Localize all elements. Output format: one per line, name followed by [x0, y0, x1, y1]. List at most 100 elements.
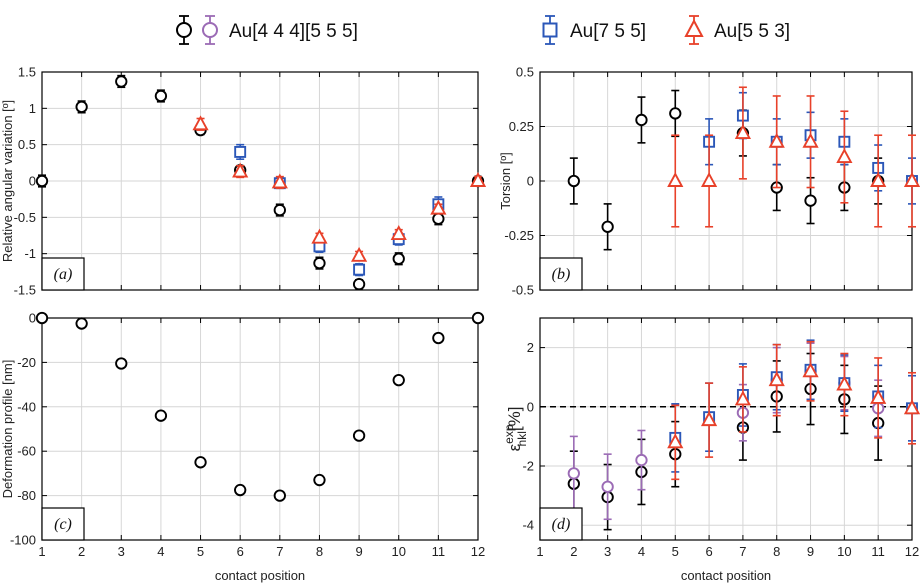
series-red-triangle	[667, 340, 920, 481]
data-point	[273, 489, 286, 502]
panel-a: 1.5 1 0.5 0 -0.5 -1 -1.5 (a) Relative angular va…	[0, 65, 486, 298]
panels: 1.5 1 0.5 0 -0.5 -1 -1.5 (a) Relative angular va…	[0, 65, 920, 584]
data-point	[75, 317, 88, 330]
data-point	[115, 75, 128, 88]
data-point	[311, 228, 328, 244]
legend-entry: Au[4 4 4][5 5 5]	[176, 15, 358, 45]
data-point	[232, 162, 249, 178]
data-point	[669, 107, 682, 120]
series-red-triangle	[667, 86, 920, 228]
y-axis-label: Relative angular variation [º]	[0, 100, 15, 262]
x-tick-label: 1	[38, 544, 45, 559]
y-tick-label: 2	[527, 340, 534, 355]
y-tick-label: -80	[17, 488, 36, 503]
x-tick-label: 9	[807, 544, 814, 559]
panel-label: (b)	[552, 266, 571, 283]
x-tick-label: 1	[536, 544, 543, 559]
legend-label: Au[5 5 3]	[714, 21, 790, 42]
data-point	[768, 132, 785, 148]
data-point	[234, 145, 247, 158]
legend-marker	[176, 22, 192, 38]
x-tick-label: 12	[471, 544, 485, 559]
x-tick-label: 6	[705, 544, 712, 559]
series-blue-square	[234, 143, 445, 277]
data-point	[75, 100, 88, 114]
panel-label: (d)	[552, 516, 571, 533]
y-tick-label: -1	[24, 246, 36, 261]
y-tick-label: -0.5	[14, 210, 36, 225]
data-point	[601, 220, 614, 233]
data-point	[870, 172, 887, 187]
x-tick-label: 10	[837, 544, 851, 559]
data-point	[392, 252, 405, 265]
x-tick-label: 6	[237, 544, 244, 559]
data-point	[234, 483, 247, 497]
panel-label-box	[41, 507, 85, 541]
data-point	[273, 203, 286, 217]
y-tick-label: 1.5	[18, 65, 36, 80]
legend-label: Au[7 5 5]	[570, 21, 646, 42]
series-black-circle	[35, 74, 485, 291]
data-point	[667, 172, 684, 187]
data-point	[804, 194, 817, 207]
legend-marker	[684, 18, 704, 37]
x-axis-label: contact position	[681, 568, 771, 583]
data-point	[313, 473, 326, 487]
x-tick-label: 4	[638, 544, 645, 559]
series-purple-circle	[567, 342, 885, 521]
data-point	[430, 199, 447, 215]
y-tick-label: -2	[522, 459, 534, 474]
data-point	[353, 263, 366, 276]
data-point	[836, 148, 853, 163]
x-tick-label: 8	[773, 544, 780, 559]
x-tick-label: 10	[391, 544, 405, 559]
data-point	[194, 456, 207, 469]
data-point	[352, 278, 366, 291]
panel-b: 0.5 0.25 0 -0.25 -0.5 (b) Torsion [º]	[498, 65, 920, 298]
y-tick-label: 0	[527, 399, 534, 414]
data-point	[667, 433, 684, 449]
data-point	[903, 399, 920, 415]
data-point	[313, 256, 326, 270]
y-tick-label: 1	[29, 101, 36, 116]
y-tick-label: -40	[17, 399, 36, 414]
series-black-circle	[567, 352, 885, 531]
series-black-circle	[567, 89, 885, 251]
axes-frame	[539, 317, 913, 541]
data-point	[471, 311, 485, 325]
y-tick-label: -60	[17, 444, 36, 459]
data-point	[154, 409, 168, 422]
x-tick-label: 9	[355, 544, 362, 559]
y-tick-label: 0.5	[18, 137, 36, 152]
data-point	[390, 225, 407, 240]
legend-entry: Au[5 5 3]	[684, 15, 790, 45]
x-tick-label: 2	[78, 544, 85, 559]
data-point	[903, 172, 920, 187]
legend-marker	[542, 22, 558, 38]
panel-d: 20-2-41 2 3 4 5 6 7 8 9 10 11 12(d)εexphkl[%]contac…	[502, 317, 920, 583]
data-point	[700, 411, 718, 427]
data-point	[768, 371, 785, 387]
y-tick-label: 0.25	[509, 119, 534, 134]
panel-label-box	[539, 257, 583, 291]
axes-frame	[41, 317, 479, 541]
y-tick-label: 0	[29, 311, 36, 326]
data-point	[115, 357, 128, 370]
y-tick-label: -20	[17, 355, 36, 370]
data-point	[192, 115, 209, 131]
y-tick-label: -1.5	[14, 283, 36, 298]
x-tick-label: 7	[739, 544, 746, 559]
data-point	[635, 453, 648, 467]
data-layer	[567, 339, 920, 531]
y-axis-label: Deformation profile [nm]	[0, 360, 15, 499]
x-tick-label: 3	[604, 544, 611, 559]
legend-marker	[202, 22, 218, 38]
data-point	[352, 429, 366, 442]
data-point	[700, 172, 718, 187]
y-axis-label: Torsion [º]	[498, 152, 513, 210]
data-layer	[567, 86, 920, 251]
data-layer	[35, 74, 486, 291]
data-point	[469, 172, 486, 187]
data-layer	[35, 311, 485, 502]
